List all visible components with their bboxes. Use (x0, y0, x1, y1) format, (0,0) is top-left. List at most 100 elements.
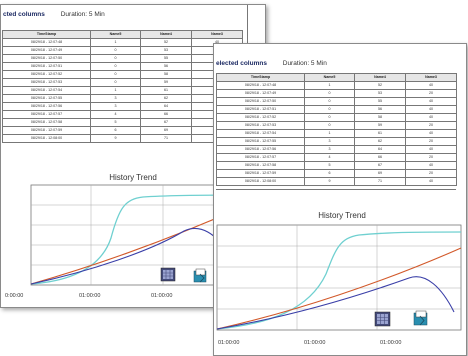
table-cell: 08/29/18 - 12:07:49 (2, 46, 91, 55)
x-tick-label: 01:00:00 (380, 340, 401, 346)
table-cell: 40 (405, 161, 457, 170)
plot-area (30, 184, 247, 286)
column-header-name4: Name4 (140, 30, 192, 39)
table-cell: 0 (90, 54, 141, 63)
series-line-cyan (30, 194, 247, 285)
table-cell: 9 (90, 134, 141, 143)
series-line-blue (216, 276, 455, 330)
x-tick-label: 01:00:00 (79, 293, 100, 299)
table-cell: 40 (405, 113, 457, 122)
table-cell: 08/29/18 - 12:07:55 (2, 94, 91, 103)
table-cell: 6 (304, 169, 355, 178)
table-cell: 53 (140, 46, 192, 55)
table-cell: 0 (304, 113, 355, 122)
table-cell: 20 (405, 89, 457, 98)
table-cell: 0 (90, 78, 141, 87)
table-cell: 08/29/18 - 12:07:50 (216, 97, 305, 106)
table-cell: 08/29/18 - 12:08:00 (216, 177, 305, 186)
table-row: 08/29/18 - 12:07:48 1 52 40 (216, 81, 457, 90)
x-tick-label: 01:00:00 (151, 293, 172, 299)
table-cell: 3 (304, 137, 355, 146)
table-cell: 40 (405, 177, 457, 186)
table-cell: 3 (304, 145, 355, 154)
history-trend-chart: History Trend 0: (1, 163, 247, 307)
table-cell: 61 (354, 129, 406, 138)
history-table: TimeStamp Name5 Name4 Name3 08/29/18 - 1… (216, 73, 457, 186)
column-header-name5: Name5 (304, 73, 355, 82)
table-cell: 08/29/18 - 12:07:51 (216, 105, 305, 114)
table-cell: 71 (354, 177, 406, 186)
table-cell: 71 (140, 134, 192, 143)
duration-label: Duration: 5 Min (282, 60, 327, 67)
table-cell: 64 (140, 102, 192, 111)
table-cell: 58 (140, 70, 192, 79)
table-cell: 08/29/18 - 12:07:52 (216, 113, 305, 122)
table-cell: 1 (304, 129, 355, 138)
x-tick-label: 0:00:00 (5, 293, 23, 299)
table-cell: 40 (405, 145, 457, 154)
table-cell: 5 (90, 118, 141, 127)
grid-lines (217, 225, 461, 330)
table-cell: 40 (405, 129, 457, 138)
table-cell: 55 (140, 54, 192, 63)
table-cell: 0 (304, 89, 355, 98)
grid-lines (31, 185, 247, 285)
column-header-name3: Name3 (405, 73, 457, 82)
table-cell: 08/29/18 - 12:07:52 (2, 70, 91, 79)
section-divider (216, 189, 456, 190)
table-cell: 20 (405, 153, 457, 162)
table-cell: 08/29/18 - 12:07:56 (2, 102, 91, 111)
export-icon[interactable] (193, 268, 207, 283)
duration-label: Duration: 5 Min (60, 11, 105, 18)
table-cell: 1 (90, 38, 141, 47)
table-cell: 56 (140, 62, 192, 71)
table-cell: 59 (140, 78, 192, 87)
table-cell: 08/29/18 - 12:07:56 (216, 145, 305, 154)
x-tick-label: 01:00:00 (304, 340, 325, 346)
grid-settings-icon[interactable] (160, 267, 176, 282)
table-cell: 08/29/18 - 12:07:55 (216, 137, 305, 146)
table-cell: 1 (304, 81, 355, 90)
header-title: elected columns (216, 60, 267, 67)
table-cell: 69 (140, 126, 192, 135)
table-cell: 40 (405, 105, 457, 114)
report-header-back: cted columns Duration: 5 Min (3, 11, 265, 27)
chart-title: History Trend (318, 211, 366, 220)
table-cell: 0 (304, 121, 355, 130)
table-cell: 67 (354, 161, 406, 170)
table-row: 08/29/18 - 12:07:48 1 52 40 (2, 38, 243, 47)
table-cell: 3 (90, 102, 141, 111)
table-cell: 08/29/18 - 12:07:50 (2, 54, 91, 63)
column-header-timestamp: TimeStamp (216, 73, 305, 82)
history-table: TimeStamp Name5 Name4 Name3 08/29/18 - 1… (2, 30, 243, 143)
column-header-name4: Name4 (354, 73, 406, 82)
table-cell: 56 (354, 105, 406, 114)
grid-settings-icon[interactable] (374, 311, 391, 327)
export-icon[interactable] (413, 310, 428, 326)
table-cell: 0 (90, 62, 141, 71)
report-page-front: elected columns Duration: 5 Min TimeStam… (213, 43, 467, 356)
table-cell: 08/29/18 - 12:07:48 (2, 38, 91, 47)
table-cell: 4 (90, 110, 141, 119)
table-cell: 40 (405, 81, 457, 90)
column-header-timestamp: TimeStamp (2, 30, 91, 39)
table-cell: 08/29/18 - 12:07:53 (216, 121, 305, 130)
column-header-name5: Name5 (90, 30, 141, 39)
table-cell: 3 (90, 94, 141, 103)
table-cell: 08/29/18 - 12:07:48 (216, 81, 305, 90)
table-cell: 59 (354, 121, 406, 130)
table-cell: 20 (405, 121, 457, 130)
table-cell: 08/29/18 - 12:07:58 (2, 118, 91, 127)
table-cell: 61 (140, 86, 192, 95)
